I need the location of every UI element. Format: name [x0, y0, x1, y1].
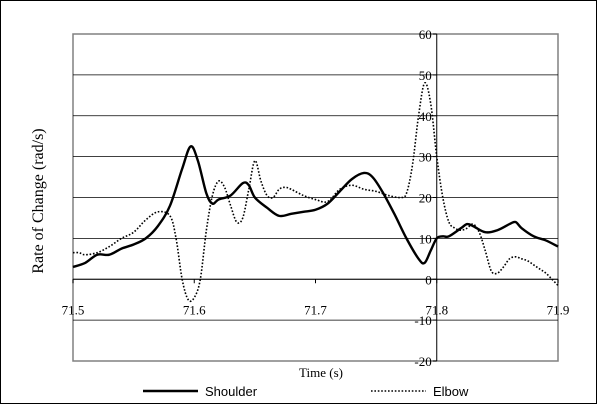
- series-line-elbow: [72, 82, 559, 303]
- series-lines: [72, 82, 559, 303]
- y-tick-label: -10: [414, 313, 431, 328]
- y-tick-labels: -20 -10 0 10 20 30 40 50 60: [414, 27, 431, 369]
- legend-label-shoulder: Shoulder: [205, 384, 258, 399]
- x-tick-labels: 71.5 71.6 71.7 71.8 71.9: [62, 302, 570, 317]
- y-tick-label: 20: [419, 191, 432, 206]
- y-tick-label: 60: [419, 27, 432, 42]
- y-tick-label: 50: [419, 68, 432, 83]
- axes: [72, 33, 559, 362]
- x-axis-label: Time (s): [299, 365, 343, 380]
- y-tick-label: 40: [419, 109, 432, 124]
- x-tick-label: 71.5: [62, 302, 85, 317]
- y-axis-label: Rate of Change (rad/s): [30, 128, 47, 273]
- x-tick-label: 71.9: [547, 302, 570, 317]
- legend-label-elbow: Elbow: [433, 384, 469, 399]
- x-tick-label: 71.6: [183, 302, 206, 317]
- y-tick-label: 30: [419, 150, 432, 165]
- x-tick-label: 71.7: [304, 302, 327, 317]
- y-tick-label: 0: [425, 272, 432, 287]
- series-line-shoulder: [72, 145, 559, 269]
- y-tick-label: -20: [414, 354, 431, 369]
- x-tick-label: 71.8: [425, 302, 448, 317]
- legend: Shoulder Elbow: [143, 384, 469, 399]
- y-tick-label: 10: [419, 231, 432, 246]
